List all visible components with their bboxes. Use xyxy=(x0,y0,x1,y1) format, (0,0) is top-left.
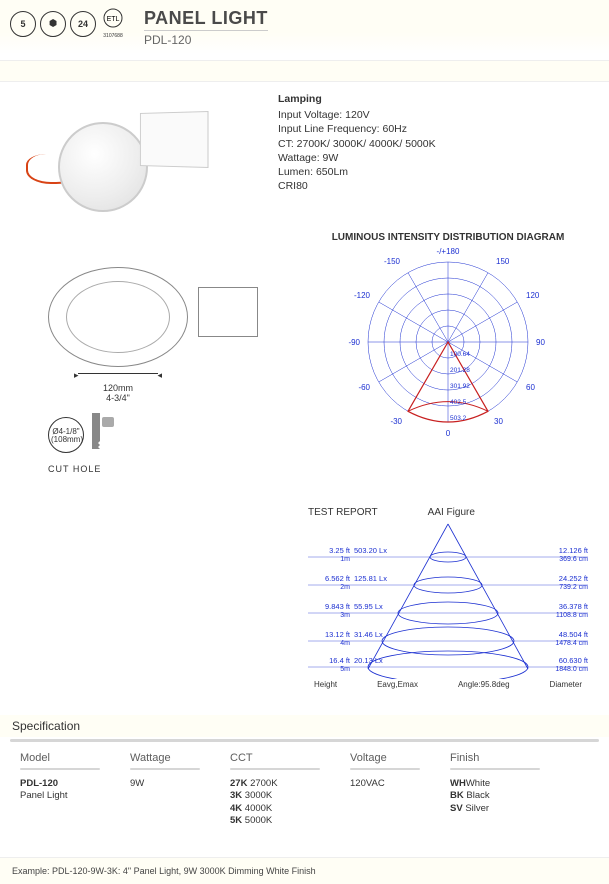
cert-badge-etl: ETL 3107688 xyxy=(100,8,126,39)
spec-col-header: Model xyxy=(20,752,100,764)
lamping-heading: Lamping xyxy=(278,92,436,106)
svg-text:503.2: 503.2 xyxy=(450,415,467,422)
spec-col-header: Voltage xyxy=(350,752,420,764)
lamping-line: Input Line Frequency: 60Hz xyxy=(278,122,436,136)
cone-row: 9.843 ft3m xyxy=(308,603,350,619)
svg-text:100.64: 100.64 xyxy=(450,351,470,358)
drawing-driver xyxy=(198,287,258,337)
dim-width-mm: 120mm xyxy=(78,383,158,393)
svg-text:-120: -120 xyxy=(354,291,371,300)
spec-col-wattage: Wattage 9W xyxy=(130,752,200,827)
header-band xyxy=(0,60,609,82)
svg-text:60: 60 xyxy=(526,383,535,392)
lamping-line: CT: 2700K/ 3000K/ 4000K/ 5000K xyxy=(278,137,436,151)
etl-number: 3107688 xyxy=(100,34,126,39)
model-code: PDL-120 xyxy=(144,33,268,47)
cert-badge-ca: ⬢ xyxy=(40,11,66,37)
cone-diagram xyxy=(308,519,588,679)
spec-col-header: Finish xyxy=(450,752,540,764)
dim-width: ▸ ◂ 120mm 4-3/4" xyxy=(78,373,158,403)
svg-text:301.92: 301.92 xyxy=(450,383,470,390)
cone-row: 3.25 ft1m xyxy=(308,547,350,563)
cut-hole-dia: Ø4-1/8" (108mm) xyxy=(51,428,81,444)
photo-disc xyxy=(58,122,148,212)
spec-col-header: CCT xyxy=(230,752,320,764)
spec-hr xyxy=(10,739,599,742)
cone-dia: 36.378 ft1108.8 cm xyxy=(556,603,588,619)
product-photo xyxy=(18,92,238,212)
spec-col-header: Wattage xyxy=(130,752,200,764)
lamping-line: Wattage: 9W xyxy=(278,151,436,165)
cut-hole-diagram: Ø4-1/8" (108mm) CUT HOLE xyxy=(48,417,101,474)
cone-lux: 31.46 Lx xyxy=(354,631,383,639)
cone-dia: 60.630 ft1848.0 cm xyxy=(555,657,588,673)
svg-text:-150: -150 xyxy=(384,257,401,266)
lamping-line: CRI80 xyxy=(278,179,436,193)
etl-text: ETL xyxy=(107,16,120,23)
aai-figure-title: AAI Figure xyxy=(428,507,475,518)
page-title: PANEL LIGHT xyxy=(144,8,268,31)
svg-text:201.28: 201.28 xyxy=(450,367,470,374)
example-text: Example: PDL-120-9W-3K: 4" Panel Light, … xyxy=(0,857,609,884)
spec-table: Model PDL-120 Panel Light Wattage 9W CCT… xyxy=(0,752,609,827)
spec-col-finish: Finish WHWhite BK Black SV Silver xyxy=(450,752,540,827)
saw-icon xyxy=(88,413,118,455)
svg-text:90: 90 xyxy=(536,338,545,347)
svg-text:30: 30 xyxy=(494,417,503,426)
cone-lux: 125.81 Lx xyxy=(354,575,387,583)
lamping-line: Input Voltage: 120V xyxy=(278,108,436,122)
svg-text:-60: -60 xyxy=(358,383,370,392)
photo-driver-box xyxy=(140,111,209,168)
cone-row: 6.562 ft2m xyxy=(308,575,350,591)
cone-row: 16.4 ft5m xyxy=(308,657,350,673)
dimension-drawing: ▸ ◂ 120mm 4-3/4" Ø4-1/8" (108mm) xyxy=(18,247,278,427)
svg-text:120: 120 xyxy=(526,291,540,300)
title-block: PANEL LIGHT PDL-120 xyxy=(144,8,268,47)
header: 5 ⬢ 24 ETL 3107688 PANEL LIGHT PDL-120 xyxy=(0,0,609,54)
spec-col-cct: CCT 27K 2700K 3K 3000K 4K 4000K 5K 5000K xyxy=(230,752,320,827)
polar-diagram: -/+180 -150 150 -120 120 -90 90 -60 60 -… xyxy=(323,247,573,457)
cone-dia: 48.504 ft1478.4 cm xyxy=(555,631,588,647)
cone-lux: 20.13 Lx xyxy=(354,657,383,665)
dim-width-in: 4-3/4" xyxy=(78,393,158,403)
cert-badge-5: 5 xyxy=(10,11,36,37)
polar-title: LUMINOUS INTENSITY DISTRIBUTION DIAGRAM xyxy=(308,232,588,243)
polar-angle: -/+180 xyxy=(437,247,460,256)
svg-text:-30: -30 xyxy=(390,417,402,426)
cone-dia: 12.126 ft369.6 cm xyxy=(559,547,588,563)
cert-badge-24: 24 xyxy=(70,11,96,37)
svg-text:0: 0 xyxy=(446,429,451,438)
svg-text:-90: -90 xyxy=(348,338,360,347)
svg-text:150: 150 xyxy=(496,257,510,266)
cert-badges: 5 ⬢ 24 ETL 3107688 xyxy=(10,8,126,39)
test-report: TEST REPORT AAI Figure xyxy=(308,507,588,697)
cone-lux: 503.20 Lx xyxy=(354,547,387,555)
drawing-disc-inner xyxy=(66,281,170,353)
spec-col-model: Model PDL-120 Panel Light xyxy=(20,752,100,827)
lamping-specs: Lamping Input Voltage: 120V Input Line F… xyxy=(278,92,436,212)
lamping-line: Lumen: 650Lm xyxy=(278,165,436,179)
cut-hole-label: CUT HOLE xyxy=(48,464,101,474)
cone-dia: 24.252 ft739.2 cm xyxy=(559,575,588,591)
test-report-title: TEST REPORT xyxy=(308,507,378,518)
spec-heading: Specification xyxy=(0,715,609,737)
cone-axis-labels: Height Eavg,Emax Angle:95.8deg Diameter xyxy=(308,680,588,689)
spec-col-voltage: Voltage 120VAC xyxy=(350,752,420,827)
svg-text:402.5: 402.5 xyxy=(450,399,467,406)
cone-lux: 55.95 Lx xyxy=(354,603,383,611)
cone-row: 13.12 ft4m xyxy=(308,631,350,647)
